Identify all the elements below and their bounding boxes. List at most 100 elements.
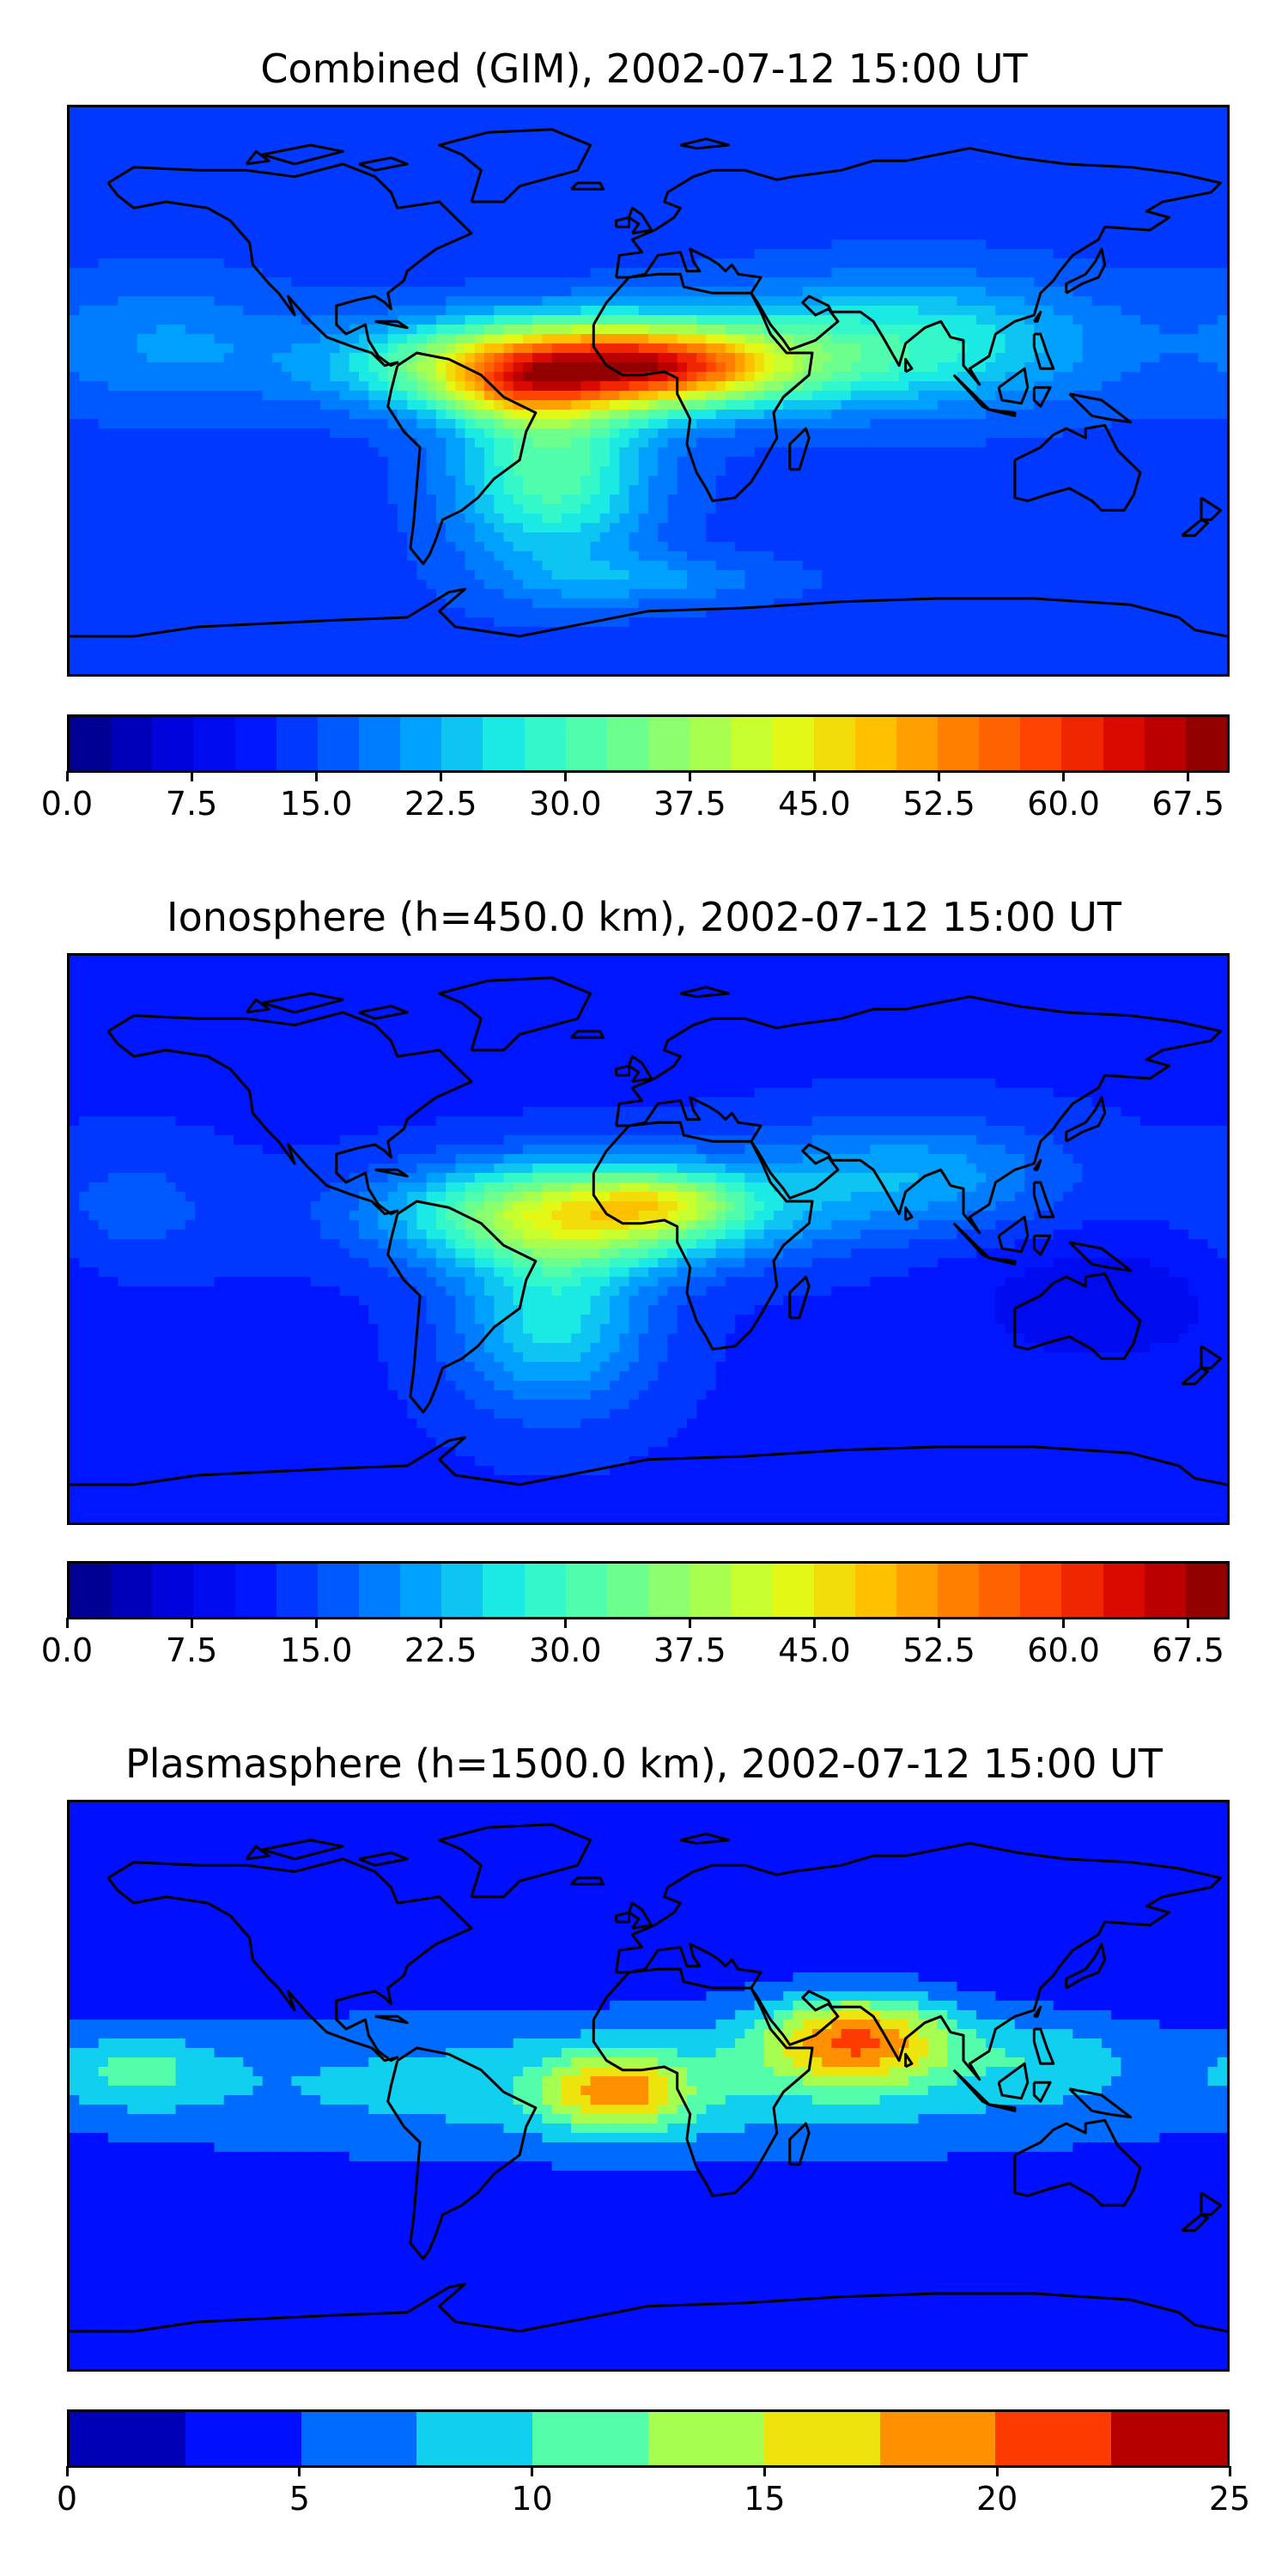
- colorbar-tick-label: 25: [1209, 2480, 1250, 2518]
- colorbar-segment: [1020, 1564, 1062, 1617]
- coastline: [1013, 1272, 1142, 1360]
- coastline: [438, 128, 592, 204]
- colorbar-segment: [979, 717, 1021, 770]
- coastline: [1200, 496, 1222, 521]
- coastline: [788, 427, 811, 471]
- colorbar-tick-label: 60.0: [1027, 1631, 1100, 1669]
- colorbar-segment: [416, 2412, 533, 2465]
- coastline: [70, 587, 1227, 638]
- coastline: [386, 2046, 538, 2261]
- colorbar-tick-label: 37.5: [653, 785, 726, 823]
- coastline: [615, 1911, 630, 1923]
- colorbar-segment: [524, 1564, 566, 1617]
- colorbar-tick-label: 67.5: [1151, 1631, 1224, 1669]
- coastline: [106, 162, 473, 368]
- colorbar-segment: [1144, 1564, 1186, 1617]
- colorbar-segment: [358, 1564, 401, 1617]
- colorbar-segment: [565, 717, 607, 770]
- coastline: [70, 2282, 1227, 2333]
- colorbar-segment: [896, 717, 938, 770]
- coastline: [570, 1030, 605, 1039]
- coastline: [988, 1256, 1017, 1266]
- colorbar-segment: [111, 717, 153, 770]
- colorbar-segment: [995, 2412, 1112, 2465]
- colorbar-segment: [565, 1564, 607, 1617]
- coastline: [988, 2103, 1017, 2112]
- coastline: [904, 1206, 914, 1222]
- coastline: [615, 995, 1222, 1235]
- colorbar-segment: [1020, 717, 1062, 770]
- coastline: [615, 216, 630, 228]
- coastline: [358, 1851, 409, 1867]
- colorbar-tick-label: 7.5: [166, 785, 217, 823]
- coastline: [245, 998, 270, 1014]
- colorbar-segment: [731, 1564, 773, 1617]
- colorbar-tick-label: 22.5: [404, 785, 477, 823]
- coastline: [261, 143, 344, 166]
- coastline: [374, 1168, 409, 1178]
- colorbar-plasmasphere: [67, 2409, 1230, 2468]
- colorbar-segment: [193, 1564, 235, 1617]
- colorbar-segment: [690, 1564, 732, 1617]
- colorbar-ticks-ionosphere: 0.0 7.5 15.0 22.5 30.0 37.5 45.0 52.5 60.0 67.5: [41, 1618, 1230, 1669]
- colorbar-segment: [854, 717, 896, 770]
- coastline: [1068, 2087, 1133, 2119]
- colorbar-segment: [358, 717, 401, 770]
- colorbar-segment: [606, 717, 648, 770]
- coastline: [358, 156, 409, 172]
- colorbar-segment: [979, 1564, 1021, 1617]
- colorbar-segment: [70, 2412, 185, 2465]
- colorbar-tick-label: 37.5: [653, 1631, 726, 1669]
- coastline: [997, 367, 1030, 405]
- coastline: [788, 2122, 811, 2166]
- coastline: [1013, 423, 1142, 512]
- colorbar-ticks-plasmasphere: 0 5 10 15 20 25: [57, 2466, 1250, 2518]
- colorbar-tick-label: 7.5: [166, 1631, 217, 1669]
- colorbar-segment: [317, 1564, 359, 1617]
- coastline: [438, 1823, 592, 1899]
- coastline: [1065, 247, 1107, 295]
- colorbar-tick-label: 10: [511, 2480, 552, 2518]
- coastline: [245, 1844, 270, 1861]
- coastline: [1032, 1181, 1055, 1218]
- coastline: [628, 206, 653, 235]
- colorbar-segment: [647, 2412, 764, 2465]
- coastline: [386, 1200, 538, 1414]
- colorbar-segment: [896, 1564, 938, 1617]
- colorbar-segment: [152, 717, 194, 770]
- colorbar-segment: [483, 1564, 525, 1617]
- colorbar-segment: [532, 2412, 648, 2465]
- colorbar-ionosphere: [67, 1561, 1230, 1619]
- coastline: [374, 319, 409, 330]
- coastline: [904, 2052, 914, 2069]
- colorbar-segment: [317, 717, 359, 770]
- coastline: [1032, 2081, 1052, 2103]
- map-ionosphere: [67, 953, 1230, 1525]
- coastline: [788, 1275, 811, 1320]
- colorbar-segment: [1185, 717, 1227, 770]
- coastline: [1032, 2027, 1055, 2065]
- coastline: [680, 986, 731, 999]
- map-plasmasphere: [67, 1800, 1230, 2372]
- coastline: [1181, 1366, 1209, 1386]
- coastline: [615, 1064, 630, 1077]
- tec-map-combined: [70, 107, 1227, 674]
- coastline: [1065, 1096, 1107, 1143]
- coastline: [1033, 2005, 1042, 2018]
- colorbar-segment: [813, 717, 855, 770]
- colorbar-segment: [185, 2412, 301, 2465]
- colorbar-segment: [152, 1564, 194, 1617]
- colorbar-segment: [524, 717, 566, 770]
- colorbar-segment: [854, 1564, 896, 1617]
- colorbar-segment: [763, 2412, 880, 2465]
- coastline: [680, 137, 731, 150]
- colorbar-segment: [1111, 2412, 1227, 2465]
- coastline: [1032, 332, 1055, 370]
- coastline: [988, 408, 1017, 417]
- coastline: [1033, 310, 1042, 323]
- colorbar-segment: [772, 717, 814, 770]
- coastline: [592, 1967, 814, 2197]
- colorbar-segment: [276, 717, 318, 770]
- coastline: [106, 1857, 473, 2063]
- colorbar-segment: [276, 1564, 318, 1617]
